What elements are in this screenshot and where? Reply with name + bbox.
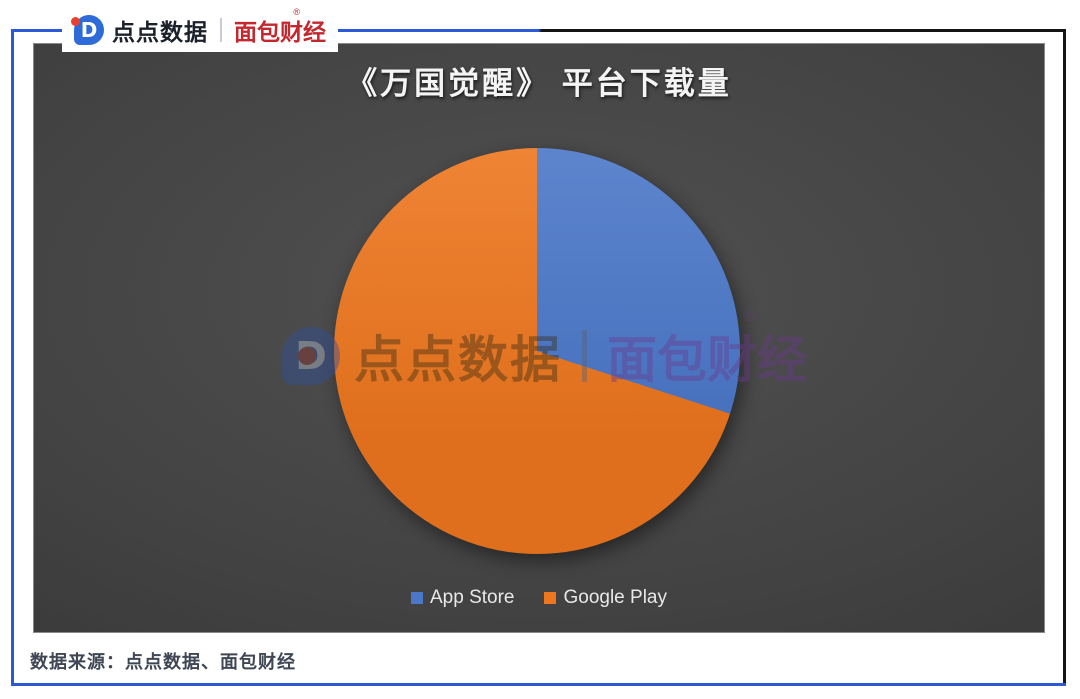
legend-swatch-app-store: [410, 592, 423, 604]
watermark-logo-icon: D: [282, 327, 340, 385]
legend-label-google-play: Google Play: [563, 587, 667, 608]
brand-divider: [220, 18, 222, 42]
watermark-red-dot-icon: [298, 347, 316, 365]
pie: [334, 148, 740, 554]
legend-item-google-play: Google Play: [544, 587, 667, 609]
chart-plot-area: 《万国觉醒》 平台下载量 D 点点数据 面包财经 ® App Store G: [33, 43, 1045, 633]
legend-label-app-store: App Store: [429, 587, 515, 608]
logo-letter: D: [80, 18, 98, 42]
diandian-logo-icon: D: [71, 15, 104, 45]
frame-border-left: [11, 29, 14, 686]
frame-border-right: [1063, 29, 1066, 686]
registered-trademark-mark: ®: [293, 7, 300, 17]
legend-swatch-google-play: [544, 592, 557, 604]
brand-name-diandian: 点点数据: [112, 19, 208, 45]
watermark-logo-letter: D: [295, 334, 327, 378]
data-source-note: 数据来源：点点数据、面包财经: [30, 652, 296, 672]
header-brand: D 点点数据 面包财经 ®: [62, 7, 338, 52]
chart-legend: App Store Google Play: [34, 587, 1044, 609]
brand-name-mianbao-text: 面包财经: [234, 19, 326, 45]
brand-name-mianbao: 面包财经 ®: [234, 7, 326, 47]
watermark-registered-mark: ®: [743, 308, 755, 325]
chart-title: 《万国觉醒》 平台下载量: [346, 66, 732, 101]
frame-border-top: [13, 29, 1064, 32]
frame-border-bottom: [11, 683, 1066, 686]
legend-item-app-store: App Store: [410, 587, 515, 609]
logo-red-dot-icon: [71, 17, 80, 26]
